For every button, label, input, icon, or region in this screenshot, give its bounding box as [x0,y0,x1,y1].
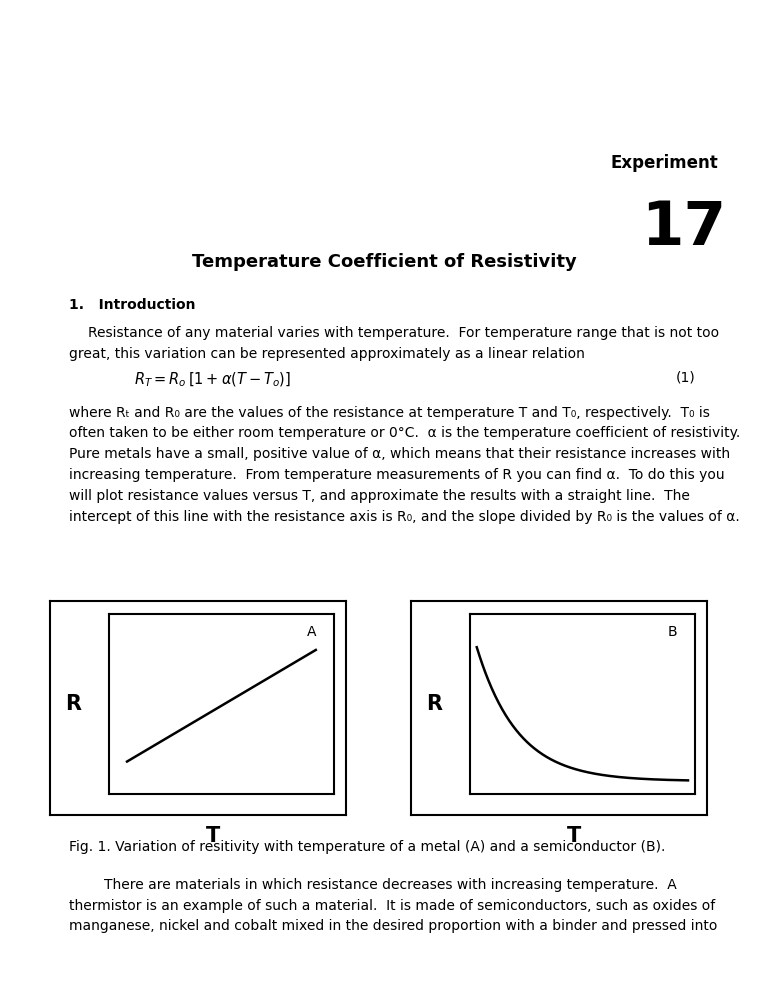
Text: often taken to be either room temperature or 0°C.  α is the temperature coeffici: often taken to be either room temperatur… [69,426,740,440]
Text: Temperature Coefficient of Resistivity: Temperature Coefficient of Resistivity [192,253,576,271]
Text: 17: 17 [641,199,726,257]
Text: $R_T = R_o\,[1 + \alpha(T - T_o)]$: $R_T = R_o\,[1 + \alpha(T - T_o)]$ [134,371,292,390]
Text: R: R [65,694,81,714]
Text: Fig. 1. Variation of resitivity with temperature of a metal (A) and a semiconduc: Fig. 1. Variation of resitivity with tem… [69,840,666,854]
Text: intercept of this line with the resistance axis is R₀, and the slope divided by : intercept of this line with the resistan… [69,510,740,524]
Text: will plot resistance values versus T, and approximate the results with a straigh: will plot resistance values versus T, an… [69,489,690,503]
Text: (1): (1) [676,371,696,385]
Text: manganese, nickel and cobalt mixed in the desired proportion with a binder and p: manganese, nickel and cobalt mixed in th… [69,919,717,933]
Text: R: R [426,694,442,714]
Text: Resistance of any material varies with temperature.  For temperature range that : Resistance of any material varies with t… [88,326,720,340]
Text: great, this variation can be represented approximately as a linear relation: great, this variation can be represented… [69,347,585,361]
Text: T: T [566,826,581,847]
Text: thermistor is an example of such a material.  It is made of semiconductors, such: thermistor is an example of such a mater… [69,899,715,912]
Text: Pure metals have a small, positive value of α, which means that their resistance: Pure metals have a small, positive value… [69,447,730,461]
Text: There are materials in which resistance decreases with increasing temperature.  : There are materials in which resistance … [69,878,677,892]
Text: 1.   Introduction: 1. Introduction [69,298,196,312]
Text: where Rₜ and R₀ are the values of the resistance at temperature T and T₀, respec: where Rₜ and R₀ are the values of the re… [69,406,710,419]
Text: increasing temperature.  From temperature measurements of R you can find α.  To : increasing temperature. From temperature… [69,468,725,482]
Text: T: T [205,826,220,847]
Text: Experiment: Experiment [611,154,718,172]
